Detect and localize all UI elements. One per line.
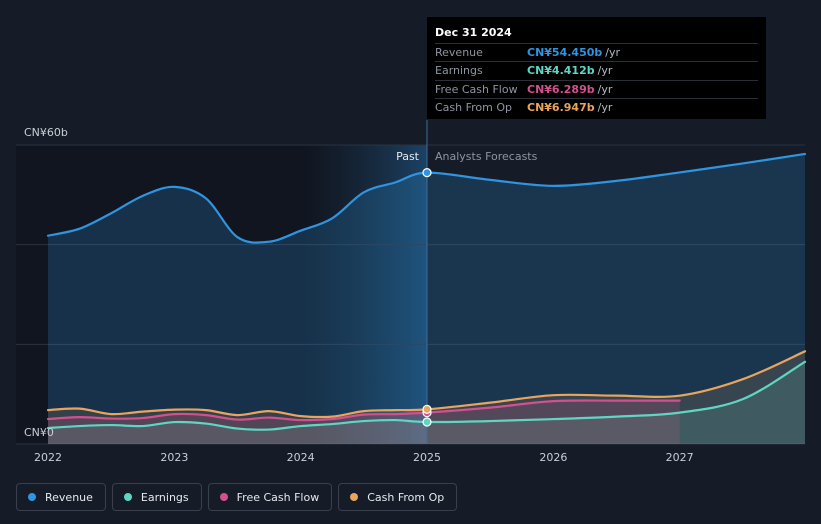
tooltip-row-value: CN¥54.450b (527, 45, 603, 59)
tooltip-row-unit: /yr (605, 45, 621, 59)
x-tick-label: 2022 (34, 451, 62, 464)
cash-from-op-marker (422, 404, 432, 414)
revenue-line (46, 152, 807, 244)
tooltip-row-label: Revenue (435, 45, 483, 59)
x-tick-label: 2027 (666, 451, 694, 464)
earnings-area (48, 361, 805, 444)
tooltip-row-unit: /yr (597, 82, 613, 96)
forecast-label: Analysts Forecasts (435, 150, 538, 163)
x-tick-label: 2023 (160, 451, 188, 464)
tooltip-row-value: CN¥6.289b (527, 82, 595, 96)
tooltip-date: Dec 31 2024 (435, 26, 512, 39)
legend-item-revenue[interactable]: Revenue (16, 483, 106, 511)
free-cash-flow-area (48, 400, 680, 444)
past-highlight-band (300, 145, 427, 444)
legend-item-earnings[interactable]: Earnings (111, 483, 202, 511)
earnings-marker (422, 417, 432, 427)
legend-label: Free Cash Flow (236, 490, 320, 504)
x-tick-label: 2026 (539, 451, 567, 464)
legend: Revenue Earnings Free Cash Flow Cash From O… (16, 483, 458, 511)
x-tick-label: 2024 (287, 451, 315, 464)
cash-from-op-line (46, 350, 807, 419)
x-tick-label: 2025 (413, 451, 441, 464)
tooltip-row-unit: /yr (597, 101, 613, 114)
tooltip-row-value: CN¥6.947b (527, 101, 595, 114)
legend-dot-icon (350, 493, 359, 501)
tooltip-row: Earnings CN¥4.412b/yr (435, 61, 758, 80)
free-cash-flow-line (46, 399, 681, 422)
legend-label: Earnings (140, 490, 189, 504)
tooltip-row: Cash From Op CN¥6.947b/yr (435, 98, 758, 117)
legend-label: Cash From Op (367, 490, 445, 504)
past-label: Past (396, 150, 420, 163)
tooltip-row-label: Earnings (435, 64, 483, 77)
cash-from-op-area (48, 351, 805, 444)
y-tick-label: CN¥0 (24, 426, 54, 439)
legend-item-cash-from-op[interactable]: Cash From Op (338, 483, 458, 511)
tooltip: Dec 31 2024 Revenue CN¥54.450b/yr Earnings… (427, 17, 766, 119)
legend-label: Revenue (45, 490, 93, 504)
y-tick-label: CN¥60b (24, 126, 68, 139)
tooltip-row-unit: /yr (597, 64, 613, 77)
tooltip-row-value: CN¥4.412b (527, 64, 595, 77)
legend-dot-icon (219, 493, 228, 501)
earnings-line (46, 360, 807, 431)
tooltip-row-label: Free Cash Flow (435, 82, 518, 96)
legend-dot-icon (123, 493, 132, 501)
revenue-marker (422, 168, 432, 178)
legend-dot-icon (28, 493, 36, 501)
legend-item-free-cash-flow[interactable]: Free Cash Flow (207, 483, 333, 511)
tooltip-row: Free Cash Flow CN¥6.289b/yr (435, 79, 758, 99)
tooltip-row-label: Cash From Op (435, 101, 513, 114)
tooltip-row: Revenue CN¥54.450b/yr (435, 42, 758, 62)
